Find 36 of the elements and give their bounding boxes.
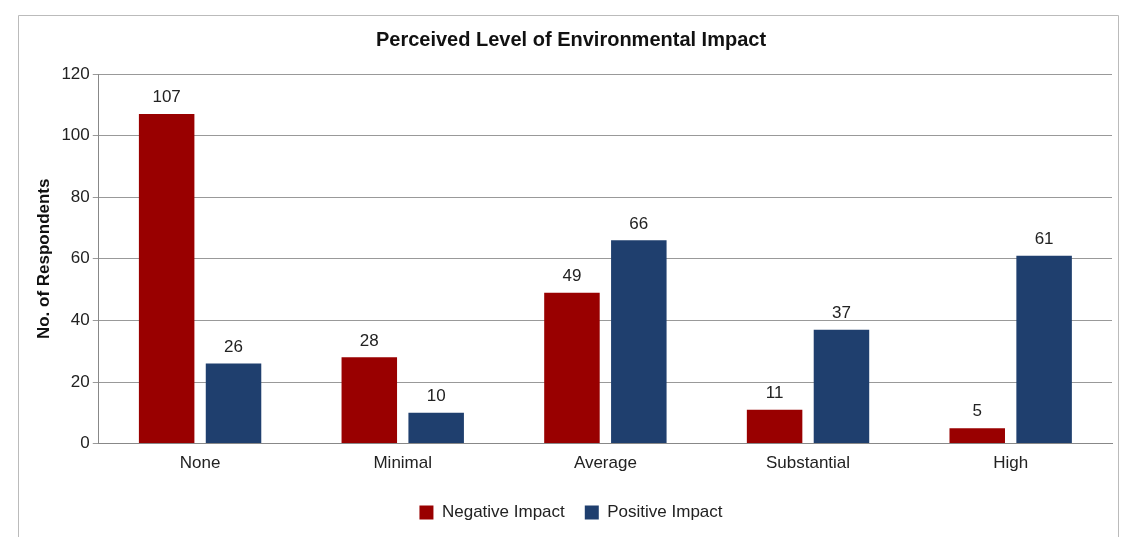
y-tick-label: 60	[70, 248, 90, 268]
bar	[205, 363, 262, 444]
data-label: 26	[224, 336, 243, 356]
data-label: 66	[629, 213, 649, 233]
data-label: 11	[765, 382, 784, 402]
x-tick-label: Minimal	[373, 453, 433, 473]
legend-label: Positive Impact	[607, 502, 723, 522]
bar	[949, 428, 1005, 444]
y-tick-label: 40	[70, 310, 90, 330]
y-tick-label: 120	[61, 63, 90, 83]
bar	[746, 409, 803, 444]
y-tick-label: 0	[80, 433, 90, 453]
x-tick-label: None	[179, 453, 221, 473]
bar	[408, 412, 464, 444]
legend-label: Negative Impact	[441, 502, 566, 522]
x-tick-label: Substantial	[765, 453, 851, 473]
bar	[611, 240, 667, 444]
x-tick-label: High	[993, 453, 1029, 473]
data-label: 5	[972, 401, 982, 421]
data-label: 10	[426, 385, 446, 405]
y-tick-label: 20	[70, 371, 90, 391]
y-tick-label: 100	[61, 125, 90, 145]
data-label: 37	[832, 302, 851, 322]
data-label: 49	[562, 265, 582, 285]
data-label: 28	[359, 330, 379, 350]
data-label: 61	[1034, 228, 1054, 248]
bar	[813, 329, 870, 444]
data-label: 107	[152, 87, 181, 107]
bar	[544, 292, 600, 444]
y-axis-title: No. of Respondents	[33, 178, 53, 340]
x-tick-label: Average	[573, 453, 637, 473]
bar	[341, 357, 398, 444]
chart-title: Perceived Level of Environmental Impact	[375, 27, 767, 50]
y-tick-label: 80	[70, 186, 90, 206]
bar	[1016, 255, 1072, 444]
bar	[138, 114, 195, 444]
